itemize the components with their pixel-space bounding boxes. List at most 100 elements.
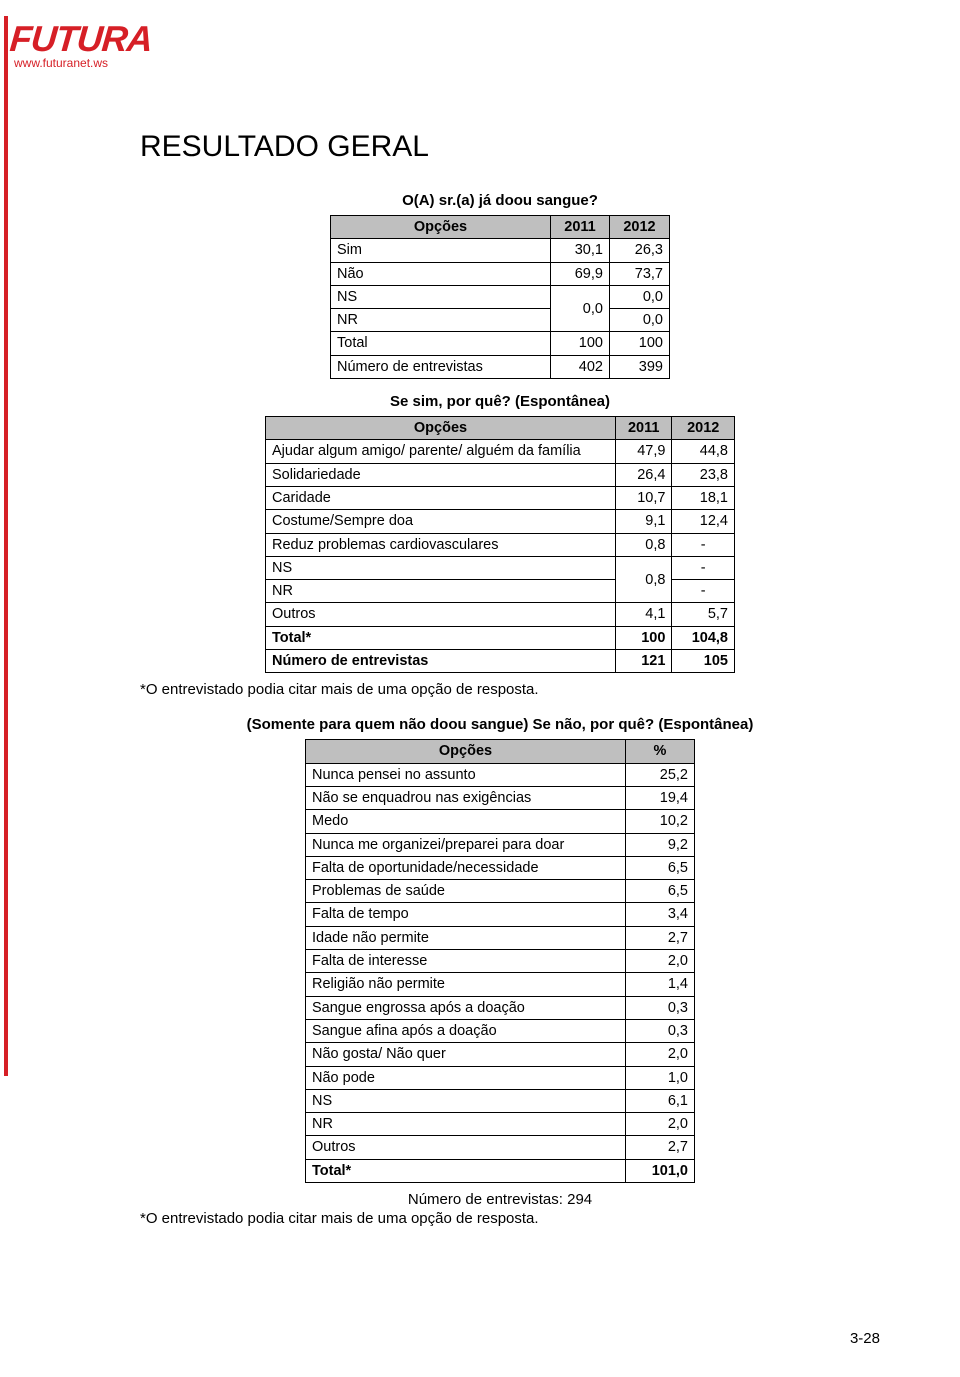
cell-label: NR [331, 309, 551, 332]
cell-value: 1,4 [626, 973, 695, 996]
cell-value: - [672, 556, 735, 579]
cell-label: Nunca me organizei/preparei para doar [306, 833, 626, 856]
cell-label: Costume/Sempre doa [266, 510, 616, 533]
cell-label: Total* [306, 1159, 626, 1182]
table-header-row: Opções % [306, 740, 695, 763]
cell-value: 3,4 [626, 903, 695, 926]
cell-value: 104,8 [672, 626, 735, 649]
cell-value: 19,4 [626, 786, 695, 809]
table-row: Não se enquadrou nas exigências19,4 [306, 786, 695, 809]
table-row: Número de entrevistas 402 399 [331, 355, 670, 378]
cell-value: - [672, 580, 735, 603]
cell-value: - [672, 533, 735, 556]
cell-label: Ajudar algum amigo/ parente/ alguém da f… [266, 440, 616, 463]
q2-footnote: *O entrevistado podia citar mais de uma … [140, 681, 860, 698]
q3-table: Opções % Nunca pensei no assunto25,2Não … [305, 739, 695, 1183]
q3-interview-count: Número de entrevistas: 294 [140, 1191, 860, 1208]
cell-label: Problemas de saúde [306, 880, 626, 903]
table-row: Total* 101,0 [306, 1159, 695, 1182]
cell-label: Falta de interesse [306, 950, 626, 973]
cell-value: 6,5 [626, 856, 695, 879]
cell-value: 0,0 [609, 309, 669, 332]
table-row: Ajudar algum amigo/ parente/ alguém da f… [266, 440, 735, 463]
cell-value: 399 [609, 355, 669, 378]
table-row: Religião não permite1,4 [306, 973, 695, 996]
cell-label: Outros [266, 603, 616, 626]
q1-table: Opções 2011 2012 Sim 30,1 26,3 Não 69,9 … [330, 215, 670, 379]
table-row: Nunca pensei no assunto25,2 [306, 763, 695, 786]
cell-value: 2,7 [626, 926, 695, 949]
cell-value: 0,3 [626, 1019, 695, 1042]
cell-label: Total* [266, 626, 616, 649]
cell-label: NR [266, 580, 616, 603]
page-number: 3-28 [850, 1330, 880, 1347]
cell-value: 1,0 [626, 1066, 695, 1089]
table-row: Não pode1,0 [306, 1066, 695, 1089]
cell-value: 6,5 [626, 880, 695, 903]
col-opcoes: Opções [306, 740, 626, 763]
q2-table: Opções 2011 2012 Ajudar algum amigo/ par… [265, 416, 735, 673]
cell-value: 18,1 [672, 486, 735, 509]
cell-label: Outros [306, 1136, 626, 1159]
cell-label: NR [306, 1113, 626, 1136]
cell-value: 0,0 [551, 285, 610, 332]
table-row: Não gosta/ Não quer2,0 [306, 1043, 695, 1066]
cell-value: 5,7 [672, 603, 735, 626]
col-2012: 2012 [672, 417, 735, 440]
table-row: Outros2,7 [306, 1136, 695, 1159]
table-row: Número de entrevistas121105 [266, 650, 735, 673]
table-row: Sangue engrossa após a doação0,3 [306, 996, 695, 1019]
table-row: NS 0,0 0,0 [331, 285, 670, 308]
cell-value: 44,8 [672, 440, 735, 463]
cell-value: 10,7 [616, 486, 672, 509]
logo-brand: FUTURA [8, 18, 154, 60]
table-row: Problemas de saúde6,5 [306, 880, 695, 903]
table-row: Medo10,2 [306, 810, 695, 833]
cell-label: Sim [331, 239, 551, 262]
table-row: Sangue afina após a doação0,3 [306, 1019, 695, 1042]
cell-label: NS [266, 556, 616, 579]
cell-label: Não [331, 262, 551, 285]
cell-value: 0,8 [616, 533, 672, 556]
cell-label: Falta de oportunidade/necessidade [306, 856, 626, 879]
col-2011: 2011 [551, 216, 610, 239]
cell-value: 0,0 [609, 285, 669, 308]
q2-question: Se sim, por quê? (Espontânea) [140, 393, 860, 410]
cell-label: Sangue engrossa após a doação [306, 996, 626, 1019]
cell-label: Caridade [266, 486, 616, 509]
cell-value: 2,0 [626, 1113, 695, 1136]
table-row: Sim 30,1 26,3 [331, 239, 670, 262]
cell-label: Número de entrevistas [331, 355, 551, 378]
table-row: Idade não permite2,7 [306, 926, 695, 949]
cell-label: Não pode [306, 1066, 626, 1089]
table-row: Reduz problemas cardiovasculares0,8- [266, 533, 735, 556]
cell-label: Total [331, 332, 551, 355]
page-content: RESULTADO GERAL O(A) sr.(a) já doou sang… [0, 0, 960, 1305]
q1-question: O(A) sr.(a) já doou sangue? [140, 192, 860, 209]
cell-label: Sangue afina após a doação [306, 1019, 626, 1042]
cell-value: 101,0 [626, 1159, 695, 1182]
cell-label: Reduz problemas cardiovasculares [266, 533, 616, 556]
accent-vertical-bar [4, 16, 8, 1076]
cell-label: NS [306, 1089, 626, 1112]
cell-value: 10,2 [626, 810, 695, 833]
cell-label: Religião não permite [306, 973, 626, 996]
table-row: Total 100 100 [331, 332, 670, 355]
cell-value: 0,8 [616, 556, 672, 603]
cell-label: Não se enquadrou nas exigências [306, 786, 626, 809]
cell-value: 105 [672, 650, 735, 673]
cell-value: 47,9 [616, 440, 672, 463]
col-opcoes: Opções [266, 417, 616, 440]
cell-label: Nunca pensei no assunto [306, 763, 626, 786]
cell-label: Falta de tempo [306, 903, 626, 926]
cell-value: 6,1 [626, 1089, 695, 1112]
cell-value: 9,2 [626, 833, 695, 856]
cell-value: 0,3 [626, 996, 695, 1019]
col-opcoes: Opções [331, 216, 551, 239]
cell-value: 2,0 [626, 1043, 695, 1066]
cell-label: NS [331, 285, 551, 308]
table-row: Nunca me organizei/preparei para doar9,2 [306, 833, 695, 856]
cell-value: 2,0 [626, 950, 695, 973]
q3-footnote: *O entrevistado podia citar mais de uma … [140, 1210, 860, 1227]
table-row: Falta de oportunidade/necessidade6,5 [306, 856, 695, 879]
